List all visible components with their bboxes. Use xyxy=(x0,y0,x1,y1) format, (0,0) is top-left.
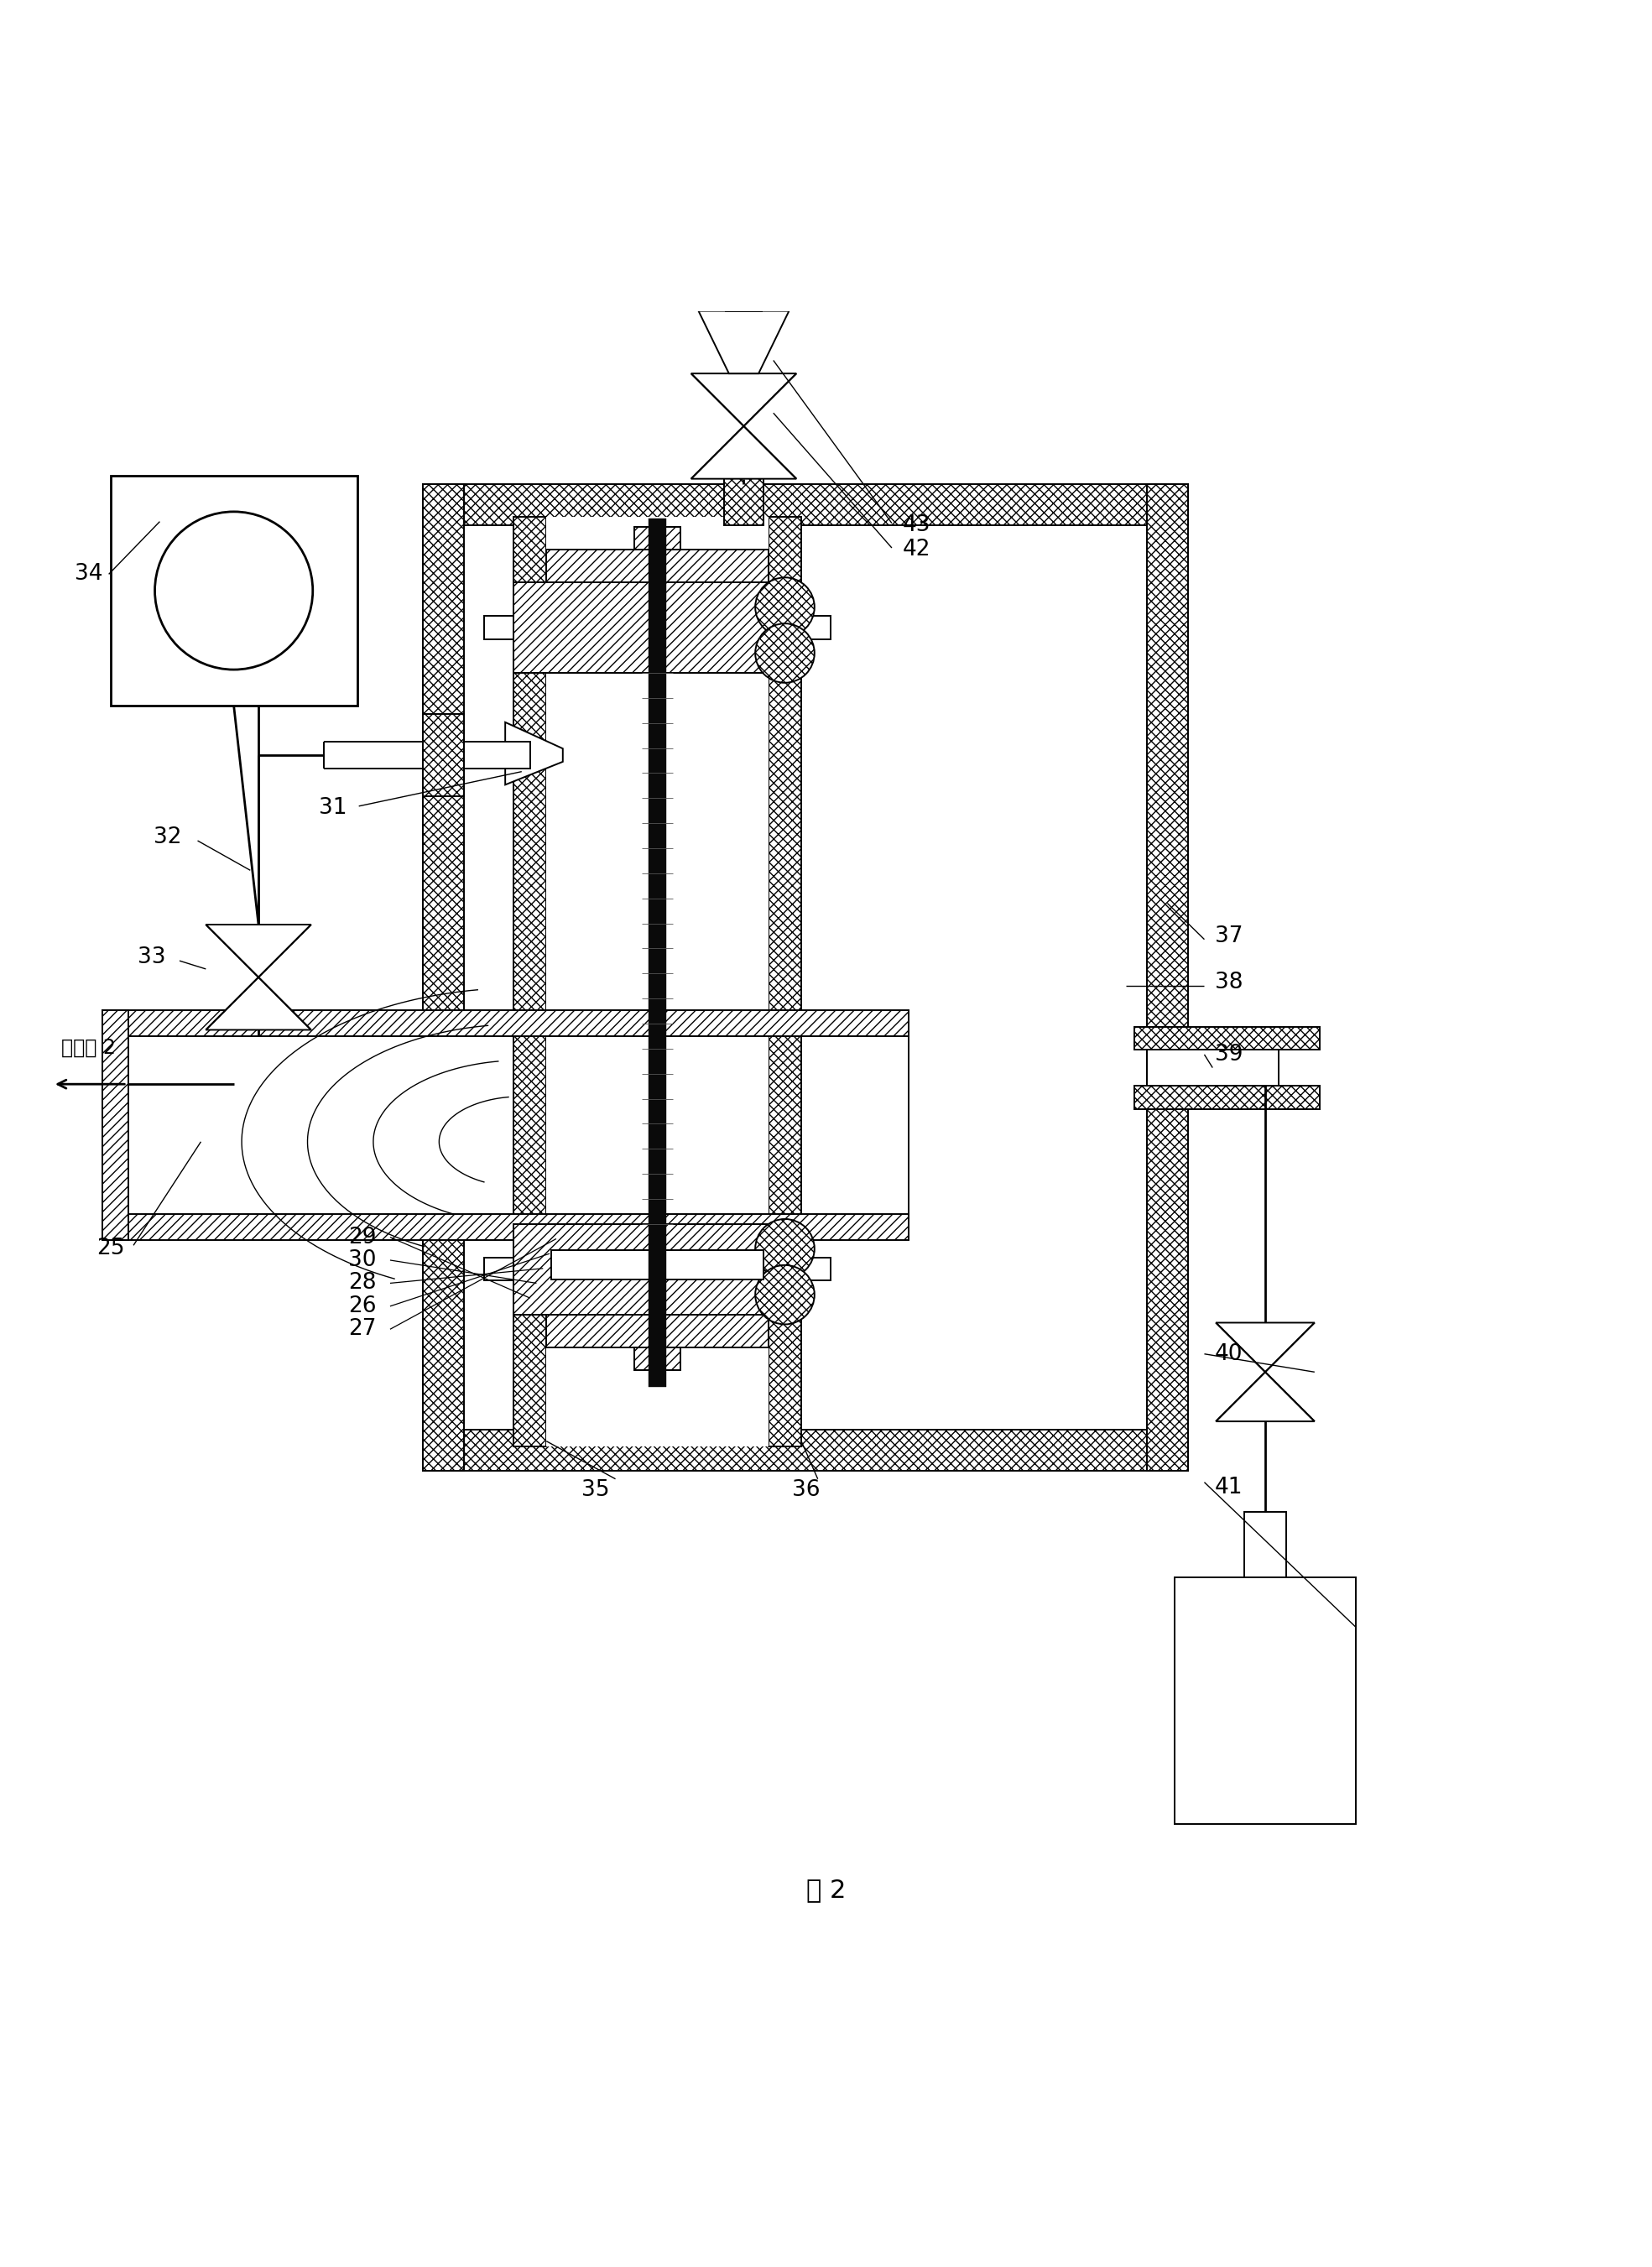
Circle shape xyxy=(155,512,312,669)
Bar xyxy=(1135,1086,1320,1109)
Bar xyxy=(634,1347,681,1369)
Polygon shape xyxy=(1216,1372,1315,1421)
Text: 34: 34 xyxy=(74,562,102,585)
Bar xyxy=(725,272,762,311)
Bar xyxy=(634,526,681,549)
Polygon shape xyxy=(1175,1578,1356,1825)
Bar xyxy=(1135,1027,1320,1050)
Bar xyxy=(1146,1050,1279,1086)
Bar xyxy=(423,483,464,1471)
Bar xyxy=(129,1036,909,1215)
Text: 38: 38 xyxy=(1214,970,1242,993)
Bar xyxy=(801,617,831,639)
Polygon shape xyxy=(506,723,563,784)
Polygon shape xyxy=(691,426,796,478)
Text: 31: 31 xyxy=(319,798,347,818)
Bar xyxy=(102,1011,909,1036)
Bar xyxy=(464,741,530,769)
Bar xyxy=(423,483,1188,526)
Bar xyxy=(484,617,514,639)
Text: 36: 36 xyxy=(793,1480,821,1501)
Bar xyxy=(1244,1512,1287,1578)
Bar xyxy=(801,1258,831,1281)
Bar xyxy=(423,714,464,796)
Polygon shape xyxy=(206,977,311,1029)
Text: 27: 27 xyxy=(349,1319,377,1340)
Bar xyxy=(514,583,801,673)
Text: 42: 42 xyxy=(902,540,930,560)
Polygon shape xyxy=(206,925,311,977)
Text: 35: 35 xyxy=(582,1480,610,1501)
Text: 40: 40 xyxy=(1214,1342,1242,1365)
Circle shape xyxy=(755,623,814,682)
Text: 41: 41 xyxy=(1214,1476,1242,1498)
Text: 28: 28 xyxy=(349,1272,377,1294)
Text: 37: 37 xyxy=(1214,925,1242,948)
Text: 26: 26 xyxy=(349,1294,377,1317)
Text: 图 2: 图 2 xyxy=(806,1877,846,1902)
Circle shape xyxy=(755,1265,814,1324)
Bar xyxy=(552,1251,763,1281)
Bar xyxy=(102,1011,129,1240)
Text: 25: 25 xyxy=(96,1238,124,1260)
Circle shape xyxy=(755,1220,814,1279)
Text: 43: 43 xyxy=(902,515,930,535)
Bar xyxy=(102,1215,909,1240)
Bar xyxy=(111,476,357,705)
Bar xyxy=(1146,483,1188,1471)
Bar xyxy=(724,467,763,526)
Circle shape xyxy=(755,578,814,637)
Polygon shape xyxy=(1216,1322,1315,1372)
Text: 32: 32 xyxy=(154,827,182,848)
Text: 29: 29 xyxy=(349,1226,377,1249)
Bar xyxy=(514,517,547,1446)
Bar xyxy=(514,1224,801,1315)
Polygon shape xyxy=(699,311,790,374)
Bar xyxy=(423,1430,1188,1471)
Bar xyxy=(768,517,801,1446)
Bar xyxy=(648,519,666,1387)
Text: 33: 33 xyxy=(137,948,165,968)
Text: 至法兰 2: 至法兰 2 xyxy=(61,1038,116,1059)
Bar xyxy=(547,517,768,1446)
Text: 30: 30 xyxy=(349,1249,377,1272)
Bar xyxy=(547,1315,768,1347)
Bar xyxy=(547,549,768,583)
Text: 39: 39 xyxy=(1214,1043,1242,1065)
Polygon shape xyxy=(691,374,796,426)
Bar xyxy=(464,526,1146,1430)
Bar xyxy=(484,1258,514,1281)
